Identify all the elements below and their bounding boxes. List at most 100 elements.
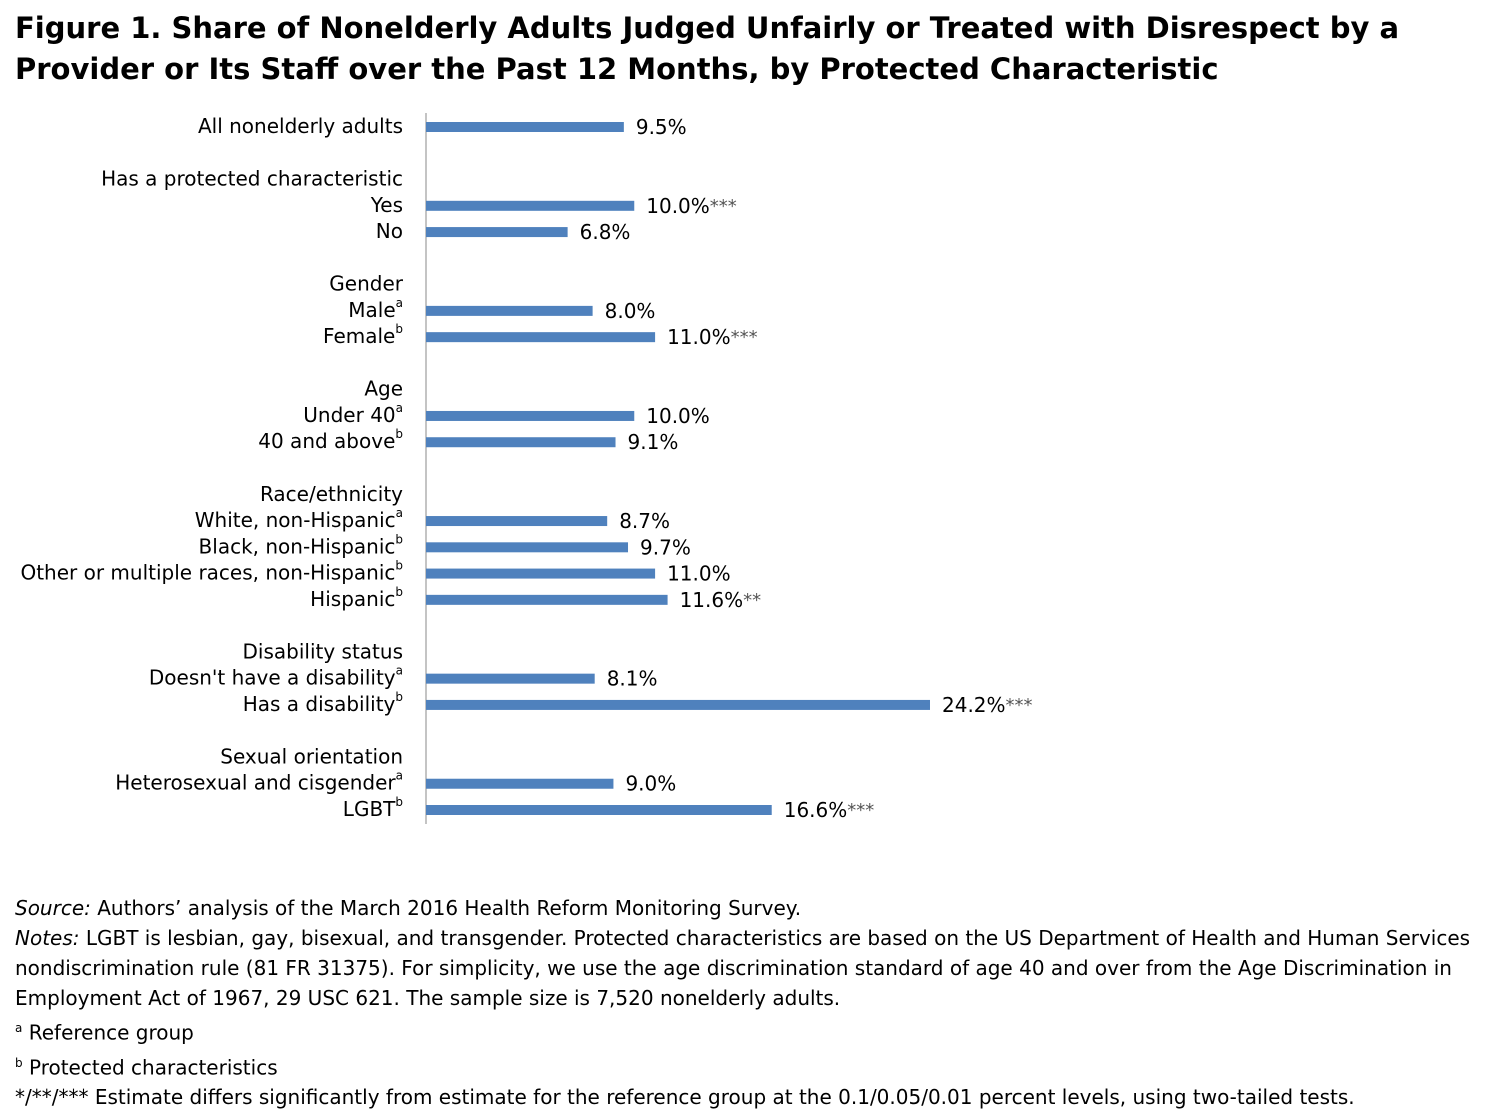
- footnote-text: Reference group: [28, 1020, 194, 1045]
- category-superscript: a: [396, 768, 403, 782]
- category-label: White, non-Hispanica: [195, 506, 403, 532]
- category-text: Has a disability: [243, 691, 396, 715]
- category-superscript: b: [395, 427, 403, 441]
- value-label-text: 11.0%: [667, 561, 731, 585]
- notes-note: Notes: LGBT is lesbian, gay, bisexual, a…: [15, 923, 1485, 1013]
- category-superscript: b: [395, 558, 403, 572]
- category-text: Race/ethnicity: [260, 481, 403, 505]
- category-label: Yes: [370, 192, 403, 216]
- value-label: 9.0%: [625, 771, 676, 795]
- value-label: 9.1%: [628, 430, 679, 454]
- value-label: 11.6%**: [680, 587, 762, 611]
- category-superscript: b: [395, 584, 403, 598]
- footnotes: a Reference group b Protected characteris…: [15, 1013, 1485, 1112]
- value-label-text: 10.0%: [646, 193, 710, 217]
- category-text: LGBT: [343, 797, 396, 821]
- category-label: 40 and aboveb: [258, 427, 403, 453]
- category-label: Race/ethnicity: [260, 481, 403, 505]
- category-text: Sexual orientation: [220, 744, 403, 768]
- value-label: 11.0%: [667, 561, 731, 585]
- category-superscript: b: [395, 795, 403, 809]
- category-text: Other or multiple races, non-Hispanic: [20, 560, 395, 584]
- bar: [426, 122, 624, 132]
- footnote-text: Estimate differs significantly from esti…: [94, 1085, 1355, 1110]
- category-label: No: [376, 219, 403, 243]
- category-text: Black, non-Hispanic: [199, 534, 396, 558]
- category-label: Malea: [348, 295, 403, 321]
- value-label: 6.8%: [580, 220, 631, 244]
- category-text: Disability status: [243, 639, 404, 663]
- value-label-text: 9.5%: [636, 115, 687, 139]
- category-text: Has a protected characteristic: [101, 166, 403, 190]
- notes-label: Notes:: [15, 926, 80, 950]
- bar: [426, 437, 616, 448]
- value-label-text: 9.0%: [625, 771, 676, 795]
- value-label: 11.0%***: [667, 325, 758, 349]
- category-text: Doesn't have a disability: [149, 665, 396, 689]
- bar: [426, 542, 629, 553]
- category-text: Female: [323, 324, 395, 348]
- category-label: Hispanicb: [310, 584, 403, 610]
- category-label: LGBTb: [343, 795, 403, 821]
- chart: All nonelderly adults 9.5% Has a protected…: [20, 113, 1033, 824]
- value-label: 10.0%***: [646, 193, 737, 217]
- category-label: Disability status: [243, 639, 404, 663]
- value-label-text: 9.7%: [640, 535, 691, 559]
- category-text: Age: [364, 376, 403, 400]
- value-label-text: 24.2%: [942, 692, 1006, 716]
- category-superscript: b: [395, 322, 403, 336]
- category-superscript: a: [396, 663, 403, 677]
- significance: ***: [847, 800, 874, 821]
- value-label: 8.7%: [619, 509, 670, 533]
- category-label: All nonelderly adults: [198, 114, 403, 138]
- bar: [426, 778, 614, 789]
- significance: **: [743, 590, 761, 611]
- value-label-text: 16.6%: [784, 798, 848, 822]
- bar: [426, 410, 635, 421]
- bar: [426, 805, 772, 815]
- category-superscript: a: [396, 400, 403, 414]
- bar: [426, 200, 635, 211]
- category-text: Under 40: [303, 402, 395, 426]
- value-label: 10.0%: [646, 403, 710, 427]
- category-text: No: [376, 219, 403, 243]
- value-label: 16.6%***: [784, 798, 875, 822]
- bar: [426, 516, 608, 527]
- category-label: Under 40a: [303, 400, 403, 426]
- category-label: Femaleb: [323, 322, 403, 348]
- category-label: Age: [364, 376, 403, 400]
- source-text: Authors’ analysis of the March 2016 Heal…: [97, 896, 802, 920]
- value-label: 8.1%: [607, 666, 658, 690]
- category-label: Black, non-Hispanicb: [199, 532, 403, 558]
- category-superscript: b: [395, 689, 403, 703]
- value-label: 8.0%: [605, 298, 656, 322]
- footnote: b Protected characteristics: [15, 1048, 1485, 1083]
- category-text: Male: [348, 297, 395, 321]
- category-text: White, non-Hispanic: [195, 508, 396, 532]
- category-label: Doesn't have a disabilitya: [149, 663, 403, 689]
- category-superscript: b: [395, 532, 403, 546]
- value-label-text: 8.0%: [605, 298, 656, 322]
- value-label-text: 10.0%: [646, 403, 710, 427]
- category-text: Heterosexual and cisgender: [115, 770, 396, 794]
- category-superscript: a: [396, 295, 403, 309]
- category-label: Other or multiple races, non-Hispanicb: [20, 558, 403, 584]
- footnote-marker: b: [15, 1055, 23, 1070]
- category-label: Sexual orientation: [220, 744, 403, 768]
- value-label-text: 6.8%: [580, 220, 631, 244]
- bar: [426, 227, 568, 238]
- bar: [426, 332, 656, 343]
- value-label: 24.2%***: [942, 692, 1033, 716]
- value-label-text: 11.0%: [667, 325, 731, 349]
- category-text: Gender: [329, 271, 403, 295]
- source-label: Source:: [15, 896, 91, 920]
- category-text: All nonelderly adults: [198, 114, 403, 138]
- value-label: 9.5%: [636, 115, 687, 139]
- value-label-text: 8.1%: [607, 666, 658, 690]
- value-label: 9.7%: [640, 535, 691, 559]
- category-superscript: a: [396, 506, 403, 520]
- category-label: Has a protected characteristic: [101, 166, 403, 190]
- category-label: Gender: [329, 271, 403, 295]
- bar: [426, 305, 593, 316]
